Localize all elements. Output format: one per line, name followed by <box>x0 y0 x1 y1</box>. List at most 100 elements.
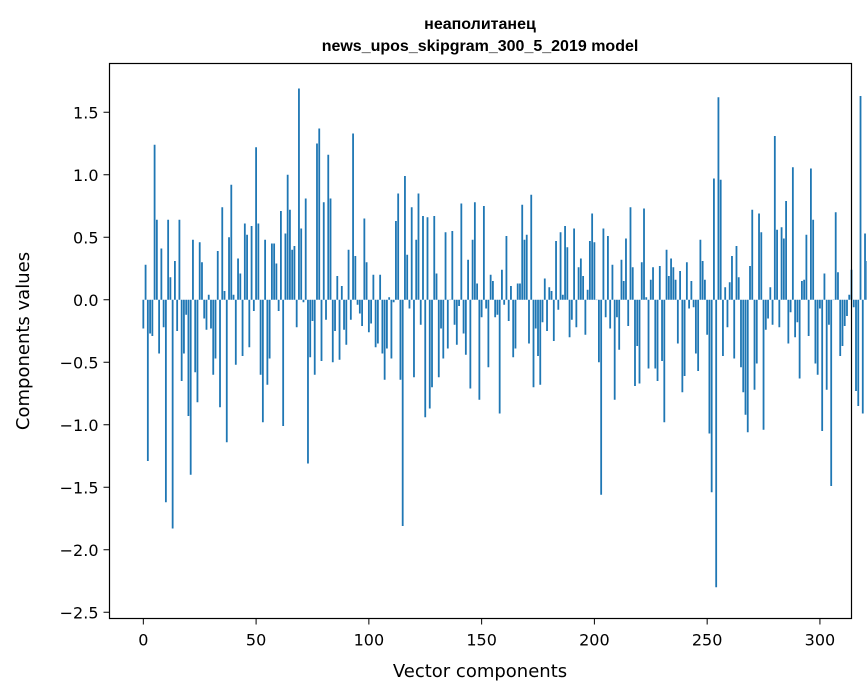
bar <box>749 266 751 300</box>
bar <box>742 299 745 393</box>
bar <box>582 276 585 300</box>
bar <box>600 299 603 495</box>
bar <box>794 299 797 338</box>
bar <box>320 299 323 361</box>
bar <box>142 299 145 329</box>
bar <box>338 299 341 360</box>
bar <box>492 281 494 300</box>
bar <box>552 299 555 341</box>
bar <box>395 221 397 300</box>
bar <box>201 262 203 300</box>
bar <box>246 234 248 300</box>
bar <box>507 299 510 321</box>
bar <box>839 299 842 356</box>
bar <box>189 299 192 475</box>
bar <box>358 299 361 314</box>
bar <box>557 299 560 310</box>
bar <box>232 294 235 300</box>
bar <box>670 258 672 300</box>
bar <box>374 299 377 348</box>
bar <box>223 291 226 300</box>
bar <box>291 249 294 300</box>
bar <box>787 299 790 344</box>
bar <box>699 239 702 300</box>
bar <box>347 249 350 300</box>
bar <box>604 299 607 318</box>
bar <box>239 273 242 300</box>
bar <box>482 206 485 300</box>
bar <box>640 262 643 300</box>
bar <box>309 299 312 358</box>
bar <box>577 267 580 300</box>
bar <box>435 273 438 300</box>
bar <box>611 264 614 300</box>
bar <box>661 299 663 361</box>
bar <box>550 291 553 300</box>
bar <box>340 286 343 300</box>
bar <box>568 299 571 338</box>
bar <box>180 299 183 381</box>
bar <box>512 299 515 358</box>
bar <box>649 279 652 300</box>
y-tick-label: −1.5 <box>60 478 99 497</box>
bar <box>762 299 765 430</box>
bar <box>270 243 273 300</box>
bar <box>843 299 846 326</box>
bar <box>185 299 188 315</box>
x-axis-ticks: 0 50 100 150 200 250 300 <box>138 618 835 650</box>
bar <box>744 299 747 415</box>
y-tick-label: −1.0 <box>60 416 99 435</box>
bar <box>546 299 548 331</box>
bar <box>219 299 221 408</box>
bar <box>293 246 296 300</box>
bar <box>453 299 456 325</box>
bar <box>505 236 508 300</box>
bar <box>638 299 641 384</box>
bar <box>735 246 738 300</box>
bar <box>386 299 388 349</box>
bar <box>376 299 379 344</box>
bar <box>737 277 740 300</box>
bar <box>771 299 774 325</box>
x-axis-label: Vector components <box>393 661 567 682</box>
bar <box>485 299 488 309</box>
bar <box>688 299 691 309</box>
bar <box>704 279 706 300</box>
bar <box>805 234 808 300</box>
bar <box>555 241 557 300</box>
bar-series <box>142 88 867 588</box>
bar <box>144 264 147 300</box>
bar <box>406 254 409 300</box>
bar <box>349 299 352 320</box>
bar <box>643 208 645 300</box>
bar <box>313 299 316 375</box>
bar <box>480 299 483 318</box>
bar <box>361 299 363 326</box>
bar <box>825 299 828 390</box>
bar <box>345 299 348 345</box>
bar <box>708 299 711 434</box>
bar <box>284 233 287 300</box>
bar <box>329 198 332 300</box>
bar <box>681 299 684 393</box>
x-tick-label: 150 <box>466 631 497 650</box>
bar <box>609 299 612 329</box>
bar <box>753 299 756 390</box>
bar <box>566 247 569 300</box>
bar <box>426 217 429 300</box>
bar <box>203 299 206 319</box>
chart-title-line-1: неаполитанец <box>424 16 536 33</box>
y-tick-label: −2.0 <box>60 541 99 560</box>
bar <box>289 209 291 300</box>
bar <box>431 299 433 388</box>
bar <box>636 299 639 346</box>
bar <box>261 299 264 423</box>
bar <box>830 299 833 486</box>
bar <box>692 299 695 308</box>
bar <box>383 299 386 380</box>
bar <box>164 299 167 503</box>
bar <box>282 299 285 426</box>
bar <box>622 281 625 300</box>
bar <box>216 251 219 300</box>
